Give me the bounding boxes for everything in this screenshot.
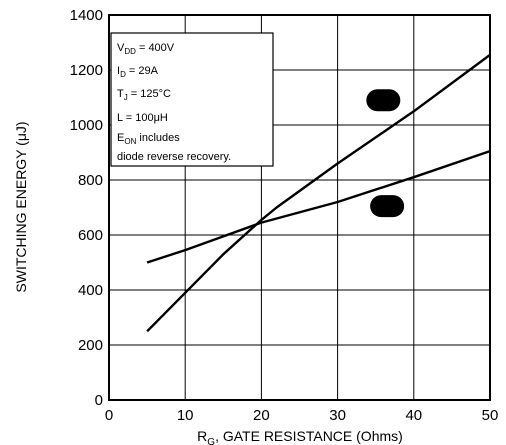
eon-note: EON includes xyxy=(117,132,180,146)
x-tick-label: 50 xyxy=(482,407,499,424)
x-tick-label: 20 xyxy=(253,407,270,424)
series-line-1 xyxy=(146,53,491,333)
series-marker-1 xyxy=(366,89,401,112)
series-marker-2 xyxy=(370,195,405,218)
x-tick-label: 0 xyxy=(105,407,113,424)
diode-note: diode reverse recovery. xyxy=(117,151,231,163)
x-tick-label: 40 xyxy=(405,407,422,424)
vdd-condition: VDD = 400V xyxy=(117,42,175,56)
x-axis-title: RG, GATE RESISTANCE (Ohms) xyxy=(197,428,403,445)
y-tick-label: 1400 xyxy=(70,7,103,24)
y-tick-label: 400 xyxy=(78,282,103,299)
y-tick-label: 1200 xyxy=(70,62,103,79)
conditions-box: VDD = 400V ID = 29A TJ = 125°C L = 100μH… xyxy=(110,32,274,167)
y-tick-label: 1000 xyxy=(70,117,103,134)
y-tick-label: 600 xyxy=(78,227,103,244)
tj-condition: TJ = 125°C xyxy=(117,88,171,102)
tick-labels: 0 10 20 30 40 50 0 200 400 600 800 1000 1200 1400 xyxy=(70,7,499,424)
series-line-2 xyxy=(146,149,491,264)
series-group xyxy=(146,53,491,333)
y-axis-title: SWITCHING ENERGY (μJ) xyxy=(13,121,29,292)
y-tick-label: 200 xyxy=(78,337,103,354)
inductance-condition: L = 100μH xyxy=(117,112,168,124)
id-condition: ID = 29A xyxy=(117,65,159,79)
plot-frame xyxy=(108,14,491,401)
y-tick-label: 0 xyxy=(95,392,103,409)
y-tick-label: 800 xyxy=(78,172,103,189)
x-tick-label: 30 xyxy=(329,407,346,424)
x-tick-label: 10 xyxy=(177,407,194,424)
